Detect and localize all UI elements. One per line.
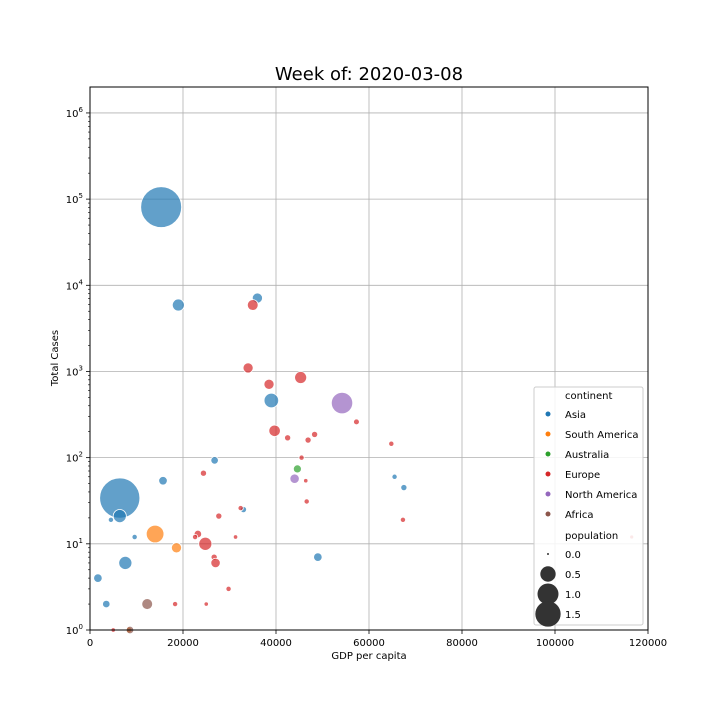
legend-marker (545, 471, 551, 477)
data-point (284, 434, 292, 442)
data-point (210, 456, 219, 465)
data-point (289, 473, 300, 484)
data-point (399, 516, 406, 523)
data-point (141, 598, 154, 610)
data-point (102, 599, 111, 609)
data-point (112, 509, 127, 524)
data-point (171, 542, 182, 554)
legend-hue-title: continent (565, 391, 612, 402)
legend-marker (545, 451, 551, 457)
data-point (303, 478, 309, 484)
y-tick-exponent: 4 (79, 278, 84, 286)
data-point (215, 512, 223, 520)
y-tick-exponent: 1 (79, 537, 83, 545)
data-point (172, 601, 179, 608)
legend-size-label: 1.0 (565, 590, 581, 601)
data-point (232, 534, 239, 540)
legend-entry: Europe (565, 470, 600, 481)
legend: continent Asia South America Australia Europ… (533, 386, 644, 627)
legend-size-marker (547, 553, 549, 555)
data-point (330, 391, 354, 415)
data-point (294, 371, 308, 384)
data-point (292, 464, 302, 474)
legend-size-label: 0.5 (565, 570, 581, 581)
legend-size-label: 1.5 (565, 610, 581, 621)
y-tick-exponent: 0 (79, 623, 83, 631)
data-point (210, 557, 221, 569)
x-tick-label: 40000 (260, 638, 292, 649)
data-point (198, 536, 213, 551)
data-point (388, 440, 395, 447)
data-point (237, 505, 244, 512)
data-point (242, 362, 254, 374)
x-tick-label: 60000 (353, 638, 385, 649)
legend-size-marker (540, 566, 556, 582)
data-point (246, 299, 259, 311)
legend-entry: Australia (565, 450, 609, 461)
data-point (263, 378, 275, 390)
y-tick-exponent: 6 (79, 106, 84, 114)
data-point (192, 533, 199, 541)
data-point (140, 186, 182, 228)
legend-entry: South America (565, 430, 639, 441)
legend-marker (545, 411, 551, 417)
data-point (107, 516, 114, 523)
x-tick-label: 0 (87, 638, 93, 649)
data-point (303, 498, 310, 505)
legend-size-marker (537, 583, 559, 605)
data-point (145, 524, 165, 544)
data-point (131, 533, 138, 541)
legend-marker (545, 491, 551, 497)
legend-box (533, 386, 644, 626)
data-point (391, 473, 398, 480)
data-point (304, 436, 312, 444)
data-point (203, 601, 209, 607)
data-point (158, 476, 168, 486)
data-point (263, 392, 280, 409)
x-axis-label: GDP per capita (331, 651, 406, 662)
legend-marker (545, 511, 551, 517)
x-tick-label: 100000 (536, 638, 574, 649)
data-point (225, 585, 232, 592)
y-tick-exponent: 3 (79, 364, 83, 372)
data-point (298, 454, 305, 461)
data-point (199, 469, 207, 477)
x-axis-ticks: 0 20000 40000 60000 80000 100000 120000 (87, 630, 667, 649)
legend-size-label: 0.0 (565, 550, 581, 561)
data-point (400, 484, 408, 492)
data-point (93, 573, 103, 583)
legend-marker (545, 431, 551, 437)
chart-title: Week of: 2020-03-08 (275, 64, 463, 85)
x-tick-label: 120000 (629, 638, 667, 649)
x-tick-label: 80000 (446, 638, 478, 649)
legend-size-marker (535, 601, 561, 627)
legend-size-title: population (565, 531, 618, 542)
x-tick-label: 20000 (167, 638, 199, 649)
legend-entry: Asia (565, 410, 586, 421)
y-axis-label: Total Cases (50, 330, 61, 387)
data-point (353, 418, 360, 426)
y-tick-exponent: 5 (79, 192, 83, 200)
data-point (311, 430, 319, 438)
data-point (118, 555, 133, 570)
legend-entry: Africa (565, 510, 594, 521)
data-point (171, 298, 185, 312)
data-point (268, 424, 281, 437)
legend-entry: North America (565, 490, 637, 501)
data-points (93, 186, 635, 635)
data-point (313, 552, 323, 562)
y-tick-exponent: 2 (79, 451, 83, 459)
